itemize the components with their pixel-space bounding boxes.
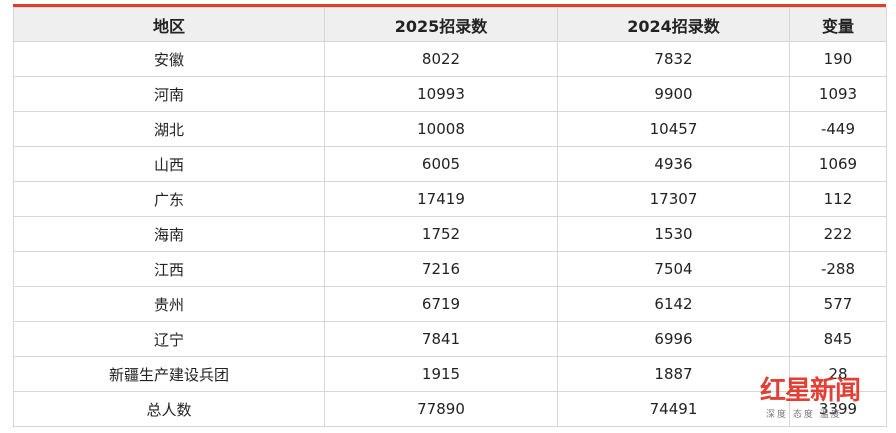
cell-2024-count: 17307 xyxy=(557,181,790,217)
table-row: 辽宁 7841 6996 845 xyxy=(13,321,887,357)
cell-change: 577 xyxy=(789,286,887,322)
cell-region: 河南 xyxy=(13,76,325,112)
table-row: 海南 1752 1530 222 xyxy=(13,216,887,252)
cell-2024-count: 6142 xyxy=(557,286,790,322)
cell-2025-count: 6719 xyxy=(324,286,558,322)
cell-region: 山西 xyxy=(13,146,325,182)
cell-2024-count: 1530 xyxy=(557,216,790,252)
header-2025-count: 2025招录数 xyxy=(324,7,558,42)
cell-2024-count: 4936 xyxy=(557,146,790,182)
cell-change: -449 xyxy=(789,111,887,147)
cell-2025-count: 1752 xyxy=(324,216,558,252)
cell-2024-count: 74491 xyxy=(557,391,790,427)
cell-2025-count: 10008 xyxy=(324,111,558,147)
cell-region: 江西 xyxy=(13,251,325,287)
table-row: 新疆生产建设兵团 1915 1887 28 xyxy=(13,356,887,392)
cell-2024-count: 7832 xyxy=(557,41,790,77)
table-row: 总人数 77890 74491 3399 xyxy=(13,391,887,427)
table-header-row: 地区 2025招录数 2024招录数 变量 xyxy=(13,7,887,42)
cell-change: 190 xyxy=(789,41,887,77)
cell-change: 1093 xyxy=(789,76,887,112)
table-row: 江西 7216 7504 -288 xyxy=(13,251,887,287)
cell-region: 贵州 xyxy=(13,286,325,322)
cell-2025-count: 17419 xyxy=(324,181,558,217)
table-top-accent-line xyxy=(13,4,886,7)
table-row: 安徽 8022 7832 190 xyxy=(13,41,887,77)
cell-2025-count: 10993 xyxy=(324,76,558,112)
cell-region: 总人数 xyxy=(13,391,325,427)
cell-2024-count: 10457 xyxy=(557,111,790,147)
table-row: 山西 6005 4936 1069 xyxy=(13,146,887,182)
cell-2024-count: 7504 xyxy=(557,251,790,287)
cell-change: 1069 xyxy=(789,146,887,182)
data-table: 地区 2025招录数 2024招录数 变量 安徽 8022 7832 190 河南 109… xyxy=(13,7,887,427)
cell-region: 辽宁 xyxy=(13,321,325,357)
cell-2025-count: 6005 xyxy=(324,146,558,182)
cell-2024-count: 6996 xyxy=(557,321,790,357)
cell-2025-count: 7841 xyxy=(324,321,558,357)
cell-region: 湖北 xyxy=(13,111,325,147)
cell-region: 广东 xyxy=(13,181,325,217)
cell-2025-count: 7216 xyxy=(324,251,558,287)
table-row: 河南 10993 9900 1093 xyxy=(13,76,887,112)
header-2024-count: 2024招录数 xyxy=(557,7,790,42)
table-row: 贵州 6719 6142 577 xyxy=(13,286,887,322)
cell-2025-count: 8022 xyxy=(324,41,558,77)
data-table-container: 地区 2025招录数 2024招录数 变量 安徽 8022 7832 190 河南 109… xyxy=(13,4,887,427)
table-row: 湖北 10008 10457 -449 xyxy=(13,111,887,147)
cell-change: 28 xyxy=(789,356,887,392)
cell-change: 3399 xyxy=(789,391,887,427)
cell-region: 新疆生产建设兵团 xyxy=(13,356,325,392)
cell-change: 112 xyxy=(789,181,887,217)
cell-change: -288 xyxy=(789,251,887,287)
header-change: 变量 xyxy=(789,7,887,42)
table-row: 广东 17419 17307 112 xyxy=(13,181,887,217)
cell-change: 222 xyxy=(789,216,887,252)
cell-2024-count: 9900 xyxy=(557,76,790,112)
cell-region: 海南 xyxy=(13,216,325,252)
cell-region: 安徽 xyxy=(13,41,325,77)
cell-change: 845 xyxy=(789,321,887,357)
header-region: 地区 xyxy=(13,7,325,42)
cell-2025-count: 1915 xyxy=(324,356,558,392)
cell-2024-count: 1887 xyxy=(557,356,790,392)
cell-2025-count: 77890 xyxy=(324,391,558,427)
